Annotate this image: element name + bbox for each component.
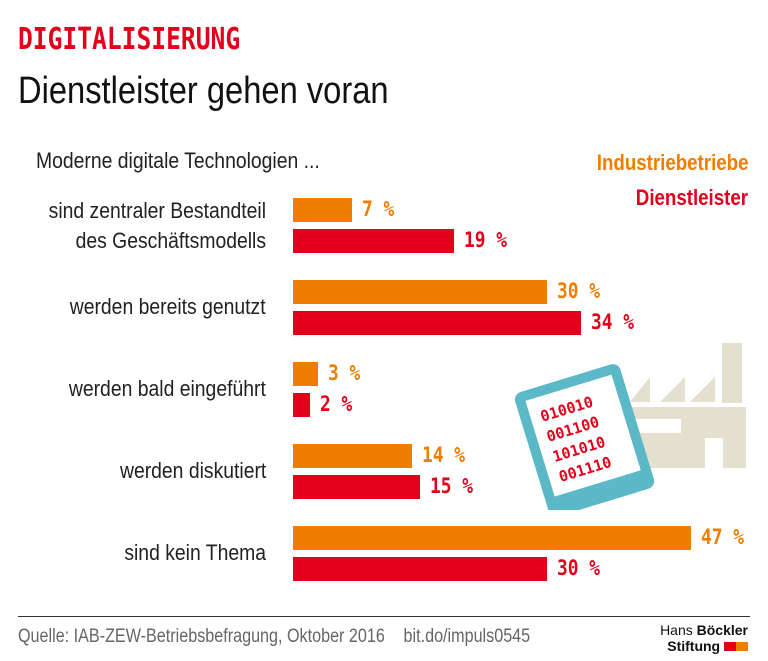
logo-text-2: Stiftung <box>667 638 721 654</box>
data-label: 30 % <box>557 556 601 580</box>
data-label: 30 % <box>557 279 601 303</box>
data-label: 47 % <box>701 525 744 549</box>
category-line: sind kein Thema <box>124 540 266 565</box>
subtitle: Moderne digitale Technologien ... <box>36 148 320 173</box>
data-label: 2 % <box>319 392 353 416</box>
category-line: des Geschäftsmodells <box>75 228 266 253</box>
bar-industriebetriebe <box>293 198 353 222</box>
source-link[interactable]: bit.do/impuls0545 <box>403 626 531 647</box>
category-label: werden bereits genutzt <box>70 292 266 322</box>
bar-industriebetriebe <box>293 362 319 386</box>
bar-industriebetriebe <box>293 526 691 550</box>
category-line: werden diskutiert <box>119 458 266 483</box>
bar-dienstleister <box>293 229 454 253</box>
data-label: 3 % <box>328 361 361 385</box>
category-label: sind zentraler Bestandteil des Geschäftsm… <box>49 196 266 256</box>
bar-dienstleister <box>293 311 581 335</box>
bar-industriebetriebe <box>293 444 412 468</box>
category-label: werden bald eingeführt <box>69 374 266 404</box>
data-label: 14 % <box>421 443 465 467</box>
logo-text-bold: Böckler <box>696 622 748 638</box>
source-text: Quelle: IAB-ZEW-Betriebsbefragung, Oktob… <box>18 626 385 647</box>
legend-dienstleister: Dienstleister <box>635 185 748 210</box>
kicker: DIGITALISIERUNG <box>18 22 241 57</box>
logo: Hans Böckler Stiftung <box>660 622 748 654</box>
category-label: sind kein Thema <box>124 538 266 568</box>
bar-dienstleister <box>293 475 421 499</box>
legend-industriebetriebe: Industriebetriebe <box>596 150 748 175</box>
category-line: sind zentraler Bestandteil <box>48 198 266 223</box>
data-label: 19 % <box>463 228 507 252</box>
factory-icon <box>623 343 746 468</box>
data-label: 7 % <box>362 197 395 221</box>
page-title: Dienstleister gehen voran <box>18 70 389 112</box>
source: Quelle: IAB-ZEW-Betriebsbefragung, Oktob… <box>18 626 530 648</box>
category-line: werden bald eingeführt <box>69 376 266 401</box>
data-label: 34 % <box>590 310 634 334</box>
data-label: 15 % <box>430 474 474 498</box>
category-line: werden bereits genutzt <box>70 294 266 319</box>
bar-industriebetriebe <box>293 280 548 304</box>
logo-text: Hans <box>660 622 697 638</box>
category-label: werden diskutiert <box>120 456 266 486</box>
bar-dienstleister <box>293 557 548 581</box>
footer-divider <box>18 616 750 617</box>
bar-dienstleister <box>293 393 310 417</box>
